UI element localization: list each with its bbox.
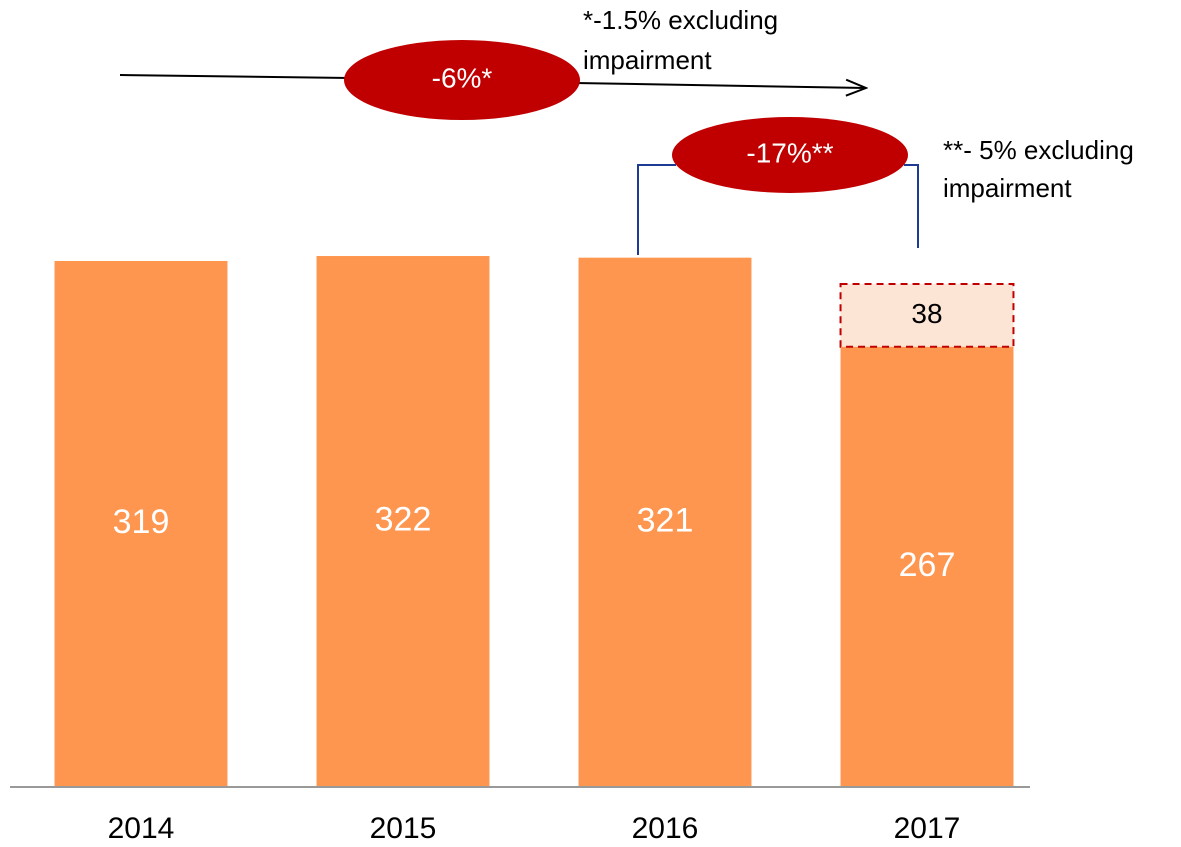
- change-bubble: [672, 117, 908, 193]
- bar: [839, 283, 1015, 348]
- value-label: 267: [899, 546, 956, 584]
- value-label: 321: [637, 501, 694, 539]
- x-tick-label: 2015: [370, 812, 437, 845]
- value-label: 322: [375, 500, 432, 538]
- change-label: -17%**: [746, 137, 833, 168]
- value-label: 38: [911, 298, 942, 329]
- x-tick-label: 2016: [632, 812, 699, 845]
- bar: [840, 346, 1014, 787]
- trend-line: [119, 74, 351, 79]
- trend-arrow: [574, 83, 866, 88]
- change-label: -6%*: [432, 62, 493, 93]
- x-tick-label: 2017: [894, 812, 961, 845]
- value-label: 319: [113, 503, 170, 541]
- note: **- 5% excluding: [943, 135, 1134, 165]
- x-tick-label: 2014: [108, 812, 175, 845]
- bar: [578, 257, 752, 787]
- note: impairment: [583, 45, 712, 75]
- change-bubble: [344, 40, 580, 120]
- bar: [54, 260, 228, 787]
- note: impairment: [943, 173, 1072, 203]
- bar: [316, 256, 490, 787]
- bracket: [637, 164, 919, 255]
- note: *-1.5% excluding: [583, 5, 778, 35]
